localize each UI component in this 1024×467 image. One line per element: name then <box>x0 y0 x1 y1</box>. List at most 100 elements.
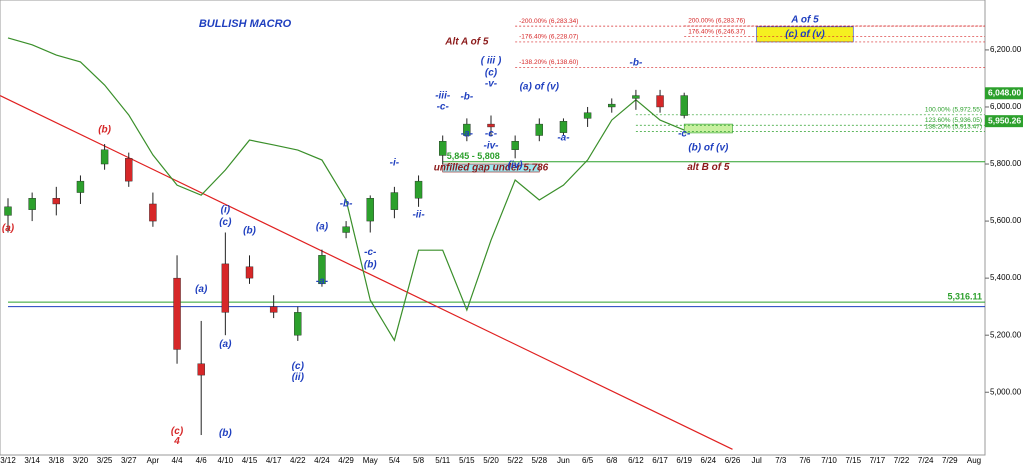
x-tick-label: 6/24 <box>701 456 717 465</box>
wave-label: (iv) <box>508 160 524 171</box>
x-tick-label: 5/4 <box>389 456 401 465</box>
chart-title: BULLISH MACRO <box>199 18 292 30</box>
candle-body <box>28 198 36 210</box>
candle-body <box>100 149 109 165</box>
x-tick-label: 3/20 <box>73 456 89 465</box>
x-tick-label: 7/3 <box>775 456 787 465</box>
highlight-box <box>442 163 540 173</box>
box-label: unfilled gap under 5,786 <box>434 163 549 174</box>
level-label: 5,316.11 <box>947 291 982 301</box>
candle-body <box>390 192 399 210</box>
candle-body <box>4 206 12 216</box>
price-tag <box>985 87 1023 100</box>
level-label: 138.20% (5,913.47) <box>925 123 982 130</box>
candle-body <box>463 123 471 136</box>
wave-label: (i) <box>221 205 231 216</box>
x-tick-label: May <box>363 456 378 465</box>
x-tick-label: 4/29 <box>338 456 354 465</box>
wave-label: Alt A of 5 <box>444 37 489 48</box>
level-label: 5,845 - 5,808 <box>447 151 500 161</box>
wave-label: (a) <box>195 284 208 295</box>
x-tick-label: 4/4 <box>171 456 183 465</box>
wave-label: (b) <box>243 226 256 237</box>
price-tag <box>985 115 1023 128</box>
candle-body <box>197 363 205 376</box>
wave-label: (c) <box>292 361 305 372</box>
wave-label: -b- <box>630 58 643 69</box>
x-tick-label: 5/15 <box>459 456 475 465</box>
candle-body <box>608 103 616 108</box>
y-tick-label: 5,600.00 <box>990 216 1022 225</box>
level-label: 176.40% (6,246.37) <box>688 28 745 35</box>
wave-label: -iv- <box>484 141 500 152</box>
x-tick-label: 4/15 <box>242 456 258 465</box>
wave-label: -v- <box>485 79 498 90</box>
x-tick-label: Jul <box>752 456 762 465</box>
wave-label: (b) <box>98 125 111 136</box>
wave-label: (a) of (v) <box>520 82 560 93</box>
wave-label: -a- <box>461 129 474 140</box>
y-tick-label: 6,200.00 <box>990 45 1022 54</box>
overlay-line <box>7 37 685 342</box>
candle-body <box>294 312 302 336</box>
candle-body <box>173 277 181 350</box>
y-tick-label: 5,000.00 <box>990 387 1022 396</box>
x-tick-label: 5/11 <box>435 456 451 465</box>
x-tick-label: 6/17 <box>652 456 668 465</box>
wave-label: -ii- <box>412 210 425 221</box>
level-label: -138.20% (6,138.60) <box>519 59 578 66</box>
candle-body <box>656 95 664 108</box>
wave-label: 4 <box>173 436 180 447</box>
candle-body <box>366 198 374 222</box>
plot-frame <box>0 0 986 456</box>
candle-body <box>680 95 688 116</box>
wave-label: -c- <box>678 129 691 140</box>
wave-label: -b- <box>460 92 473 103</box>
x-tick-label: 6/12 <box>628 456 644 465</box>
wave-label: (c) <box>171 426 184 437</box>
x-tick-label: 5/8 <box>413 456 425 465</box>
x-tick-label: 7/17 <box>870 456 886 465</box>
x-tick-label: 3/18 <box>49 456 65 465</box>
price-tag-label: 6,048.00 <box>988 88 1021 98</box>
candle-body <box>125 158 133 182</box>
y-tick-label: 5,400.00 <box>990 273 1022 282</box>
candle-body <box>318 255 326 285</box>
x-tick-label: 5/20 <box>483 456 499 465</box>
candle-body <box>511 141 519 150</box>
y-tick-label: 5,800.00 <box>990 159 1022 168</box>
candle-body <box>245 266 254 279</box>
x-tick-label: 3/27 <box>121 456 137 465</box>
x-tick-label: 3/14 <box>24 456 40 465</box>
level-label: -176.40% (6,228.07) <box>519 34 578 41</box>
wave-label: (b) of (v) <box>688 143 729 154</box>
x-tick-label: 7/10 <box>821 456 837 465</box>
x-tick-label: 7/29 <box>942 456 958 465</box>
candle-body <box>439 141 447 156</box>
level-label: 100.00% (5,972.55) <box>925 107 982 114</box>
candle-body <box>414 180 423 199</box>
price-tag-label: 5,950.26 <box>988 115 1021 125</box>
candle-body <box>559 121 568 133</box>
wave-label: (c) <box>485 68 498 79</box>
wave-label: -i- <box>390 158 400 169</box>
x-tick-label: 7/24 <box>918 456 934 465</box>
x-tick-label: 4/10 <box>218 456 234 465</box>
candle-body <box>342 226 350 233</box>
candle-body <box>632 95 640 99</box>
x-tick-label: 4/24 <box>314 456 330 465</box>
wave-label: -c- <box>364 247 377 258</box>
x-tick-label: 7/6 <box>799 456 811 465</box>
candle-body <box>221 263 230 313</box>
trendline <box>0 95 733 450</box>
wave-label: -iii- <box>435 90 451 101</box>
highlight-box <box>683 123 733 134</box>
x-tick-label: 4/17 <box>266 456 282 465</box>
wave-label: (a) <box>2 223 15 234</box>
x-tick-label: 6/8 <box>606 456 618 465</box>
candle-body <box>269 306 278 313</box>
candle-body <box>583 112 592 119</box>
level-label: -200.00% (6,283.34) <box>519 18 578 25</box>
candle-body <box>535 123 543 136</box>
candle-body <box>76 180 85 193</box>
